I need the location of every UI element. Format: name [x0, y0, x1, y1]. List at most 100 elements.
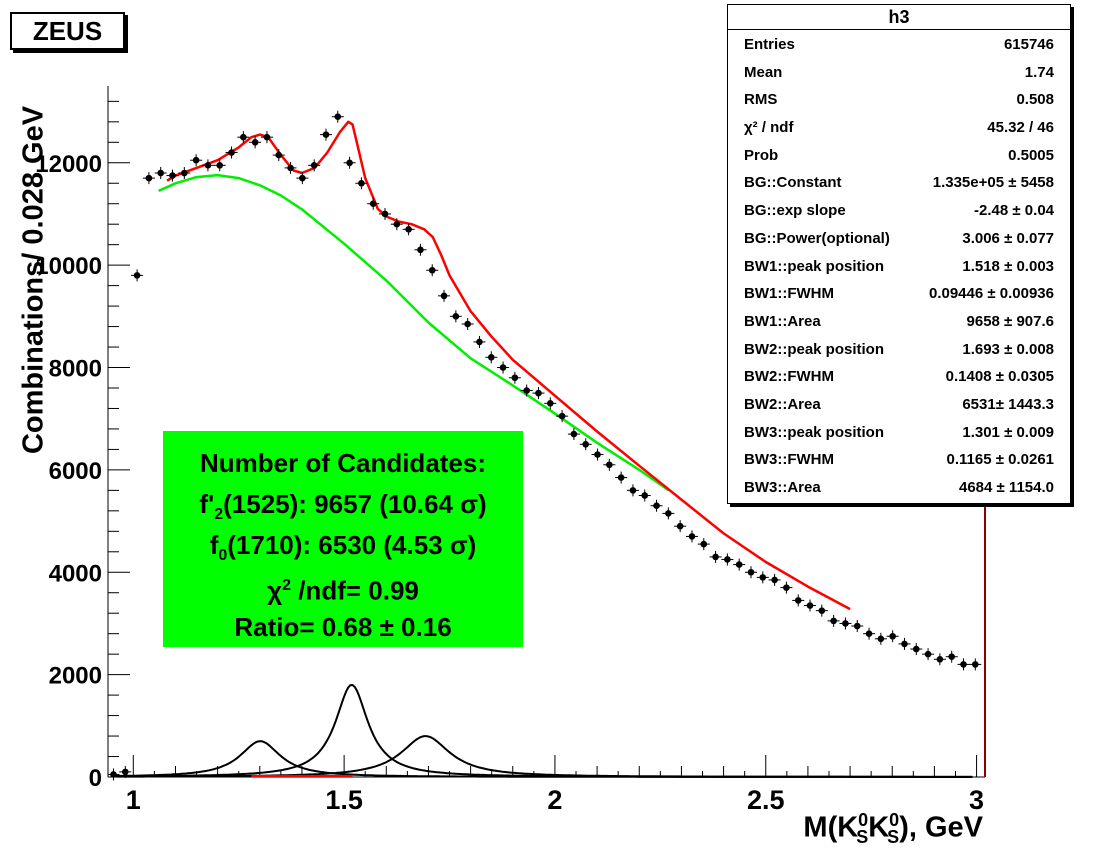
stats-key: Prob [744, 146, 779, 164]
stats-value: 1.693 ± 0.008 [962, 340, 1054, 358]
data-point [417, 246, 424, 254]
data-point [145, 174, 153, 182]
data-point [724, 556, 731, 563]
stats-title: h3 [728, 5, 1070, 30]
data-point [204, 162, 212, 169]
data-point [783, 584, 790, 591]
stats-value: 1.335e+05 ± 5458 [932, 174, 1054, 192]
data-point [676, 522, 684, 530]
cand-text: f [209, 530, 219, 560]
stats-key: Entries [744, 36, 795, 53]
stats-row: BW1::Area 9658 ± 907.6 [728, 307, 1070, 335]
x-axis-label: M(K0SK0S), GeV [803, 810, 983, 848]
stats-row: Entries 615746 [728, 30, 1070, 58]
data-point [700, 540, 708, 548]
stats-value: 0.09446 ± 0.00936 [928, 285, 1054, 303]
stats-key: BW3::FWHM [744, 451, 834, 469]
data-point [901, 640, 908, 648]
bw3-curve [116, 740, 973, 778]
cand-sub: 0 [218, 547, 228, 565]
stats-row: BW3::Area 4684 ± 1154.0 [728, 473, 1070, 501]
y-tick-label: 4000 [49, 560, 102, 587]
data-point [570, 430, 578, 438]
stats-rows: Entries 615746 Mean 1.74 RMS 0.508 χ² / ndf 45.… [728, 30, 1070, 501]
data-point [275, 151, 283, 159]
x-tick-label: 1.5 [325, 785, 363, 815]
data-point [523, 387, 530, 394]
stats-key: BW1::FWHM [744, 285, 834, 303]
x-label-part: M(K [803, 811, 859, 844]
stats-key: BG::exp slope [744, 202, 846, 220]
x-label-sup: 0 [889, 810, 900, 830]
candidates-line: f0(1710): 6530 (4.53 σ) [163, 525, 523, 565]
data-point [358, 179, 365, 187]
data-point [924, 650, 932, 658]
stats-value: 1.301 ± 0.009 [962, 423, 1054, 441]
stats-value: 0.1165 ± 0.0261 [946, 451, 1055, 469]
stats-value: 6531± 1443.3 [962, 395, 1054, 413]
candidates-line: f'2(1525): 9657 (10.64 σ) [163, 484, 523, 524]
stats-value: 1.518 ± 0.003 [962, 257, 1054, 275]
cand-text: /ndf= 0.99 [290, 575, 419, 606]
data-point [487, 353, 495, 361]
candidates-line: Number of Candidates: [199, 448, 487, 478]
data-point [263, 133, 271, 141]
y-tick-label: 0 [89, 765, 102, 792]
data-point [960, 661, 967, 668]
data-point [452, 313, 460, 320]
stats-value: 615746 [1003, 36, 1054, 53]
data-point [972, 661, 979, 668]
data-point [251, 139, 259, 146]
stats-row: BW2::FWHM 0.1408 ± 0.0305 [728, 362, 1070, 390]
x-label-part: K [868, 811, 890, 844]
data-point [440, 292, 448, 300]
data-point [771, 576, 778, 584]
data-point [665, 510, 672, 517]
cand-text: (1525): 9657 (10.64 σ) [223, 489, 487, 519]
data-point [830, 617, 837, 625]
data-point [110, 771, 117, 778]
stats-box: h3 Entries 615746 Mean 1.74 RMS 0.508 χ² / ndf… [727, 4, 1071, 504]
data-point [476, 338, 483, 346]
data-point [157, 169, 165, 177]
data-point [653, 502, 660, 510]
stats-row: RMS 0.508 [728, 85, 1070, 113]
data-point [535, 389, 542, 397]
stats-row: BW2::peak position 1.693 ± 0.008 [728, 335, 1070, 363]
bw1-curve [116, 683, 973, 778]
stats-key: χ² / ndf [744, 119, 794, 137]
stats-value: 0.5005 [1008, 146, 1054, 164]
data-point [688, 533, 696, 540]
data-point [334, 113, 342, 121]
data-point [181, 169, 188, 177]
data-point [228, 149, 235, 156]
data-point [877, 635, 885, 643]
stats-key: BG::Power(optional) [744, 229, 890, 247]
candidates-line: χ2 /ndf= 0.99 [163, 566, 523, 606]
stats-key: RMS [744, 91, 778, 109]
x-label-sub: S [856, 827, 869, 848]
data-point [121, 768, 129, 776]
stats-key: BW2::Area [744, 395, 821, 413]
data-point [818, 607, 826, 614]
y-axis: 0 2000 4000 6000 8000 10000 12000 [35, 100, 130, 792]
data-point [853, 622, 861, 630]
stats-value: 3.006 ± 0.077 [962, 229, 1054, 247]
data-point [948, 653, 955, 661]
stats-key: BW1::Area [744, 312, 821, 330]
data-point [393, 220, 401, 228]
candidates-line: Ratio= 0.68 ± 0.16 [234, 612, 452, 642]
data-point [759, 574, 767, 581]
cand-text: (1710): 6530 (4.53 σ) [227, 530, 477, 560]
data-points [107, 110, 982, 781]
stats-key: Mean [744, 63, 783, 81]
data-point [629, 487, 637, 494]
stats-value: 4684 ± 1154.0 [959, 479, 1054, 496]
data-point [240, 133, 247, 141]
cand-text: χ [267, 575, 283, 606]
data-point [617, 474, 625, 481]
data-point [794, 597, 802, 604]
stats-row: BW2::Area 6531± 1443.3 [728, 390, 1070, 418]
data-point [464, 320, 471, 328]
